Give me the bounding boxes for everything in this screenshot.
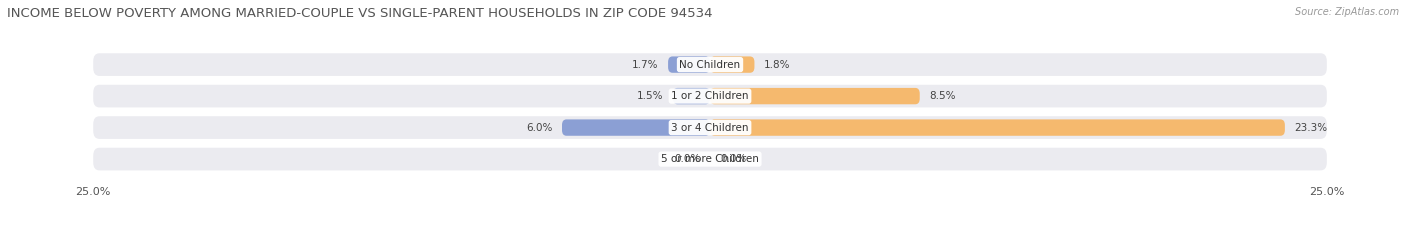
FancyBboxPatch shape [93,53,1327,76]
Text: 1.5%: 1.5% [637,91,664,101]
FancyBboxPatch shape [93,148,1327,170]
FancyBboxPatch shape [710,88,920,104]
Text: 6.0%: 6.0% [526,123,553,133]
FancyBboxPatch shape [93,116,1327,139]
FancyBboxPatch shape [710,119,1285,136]
Text: 8.5%: 8.5% [929,91,956,101]
Text: 5 or more Children: 5 or more Children [661,154,759,164]
FancyBboxPatch shape [93,85,1327,107]
Text: Source: ZipAtlas.com: Source: ZipAtlas.com [1295,7,1399,17]
FancyBboxPatch shape [668,56,710,73]
Text: 0.0%: 0.0% [720,154,747,164]
FancyBboxPatch shape [673,88,710,104]
Text: 1.7%: 1.7% [631,60,658,70]
Text: 1 or 2 Children: 1 or 2 Children [671,91,749,101]
Text: 1.8%: 1.8% [765,60,790,70]
Text: 3 or 4 Children: 3 or 4 Children [671,123,749,133]
Text: 23.3%: 23.3% [1295,123,1327,133]
FancyBboxPatch shape [710,56,755,73]
Text: INCOME BELOW POVERTY AMONG MARRIED-COUPLE VS SINGLE-PARENT HOUSEHOLDS IN ZIP COD: INCOME BELOW POVERTY AMONG MARRIED-COUPL… [7,7,713,20]
Text: 0.0%: 0.0% [673,154,700,164]
FancyBboxPatch shape [562,119,710,136]
Text: No Children: No Children [679,60,741,70]
